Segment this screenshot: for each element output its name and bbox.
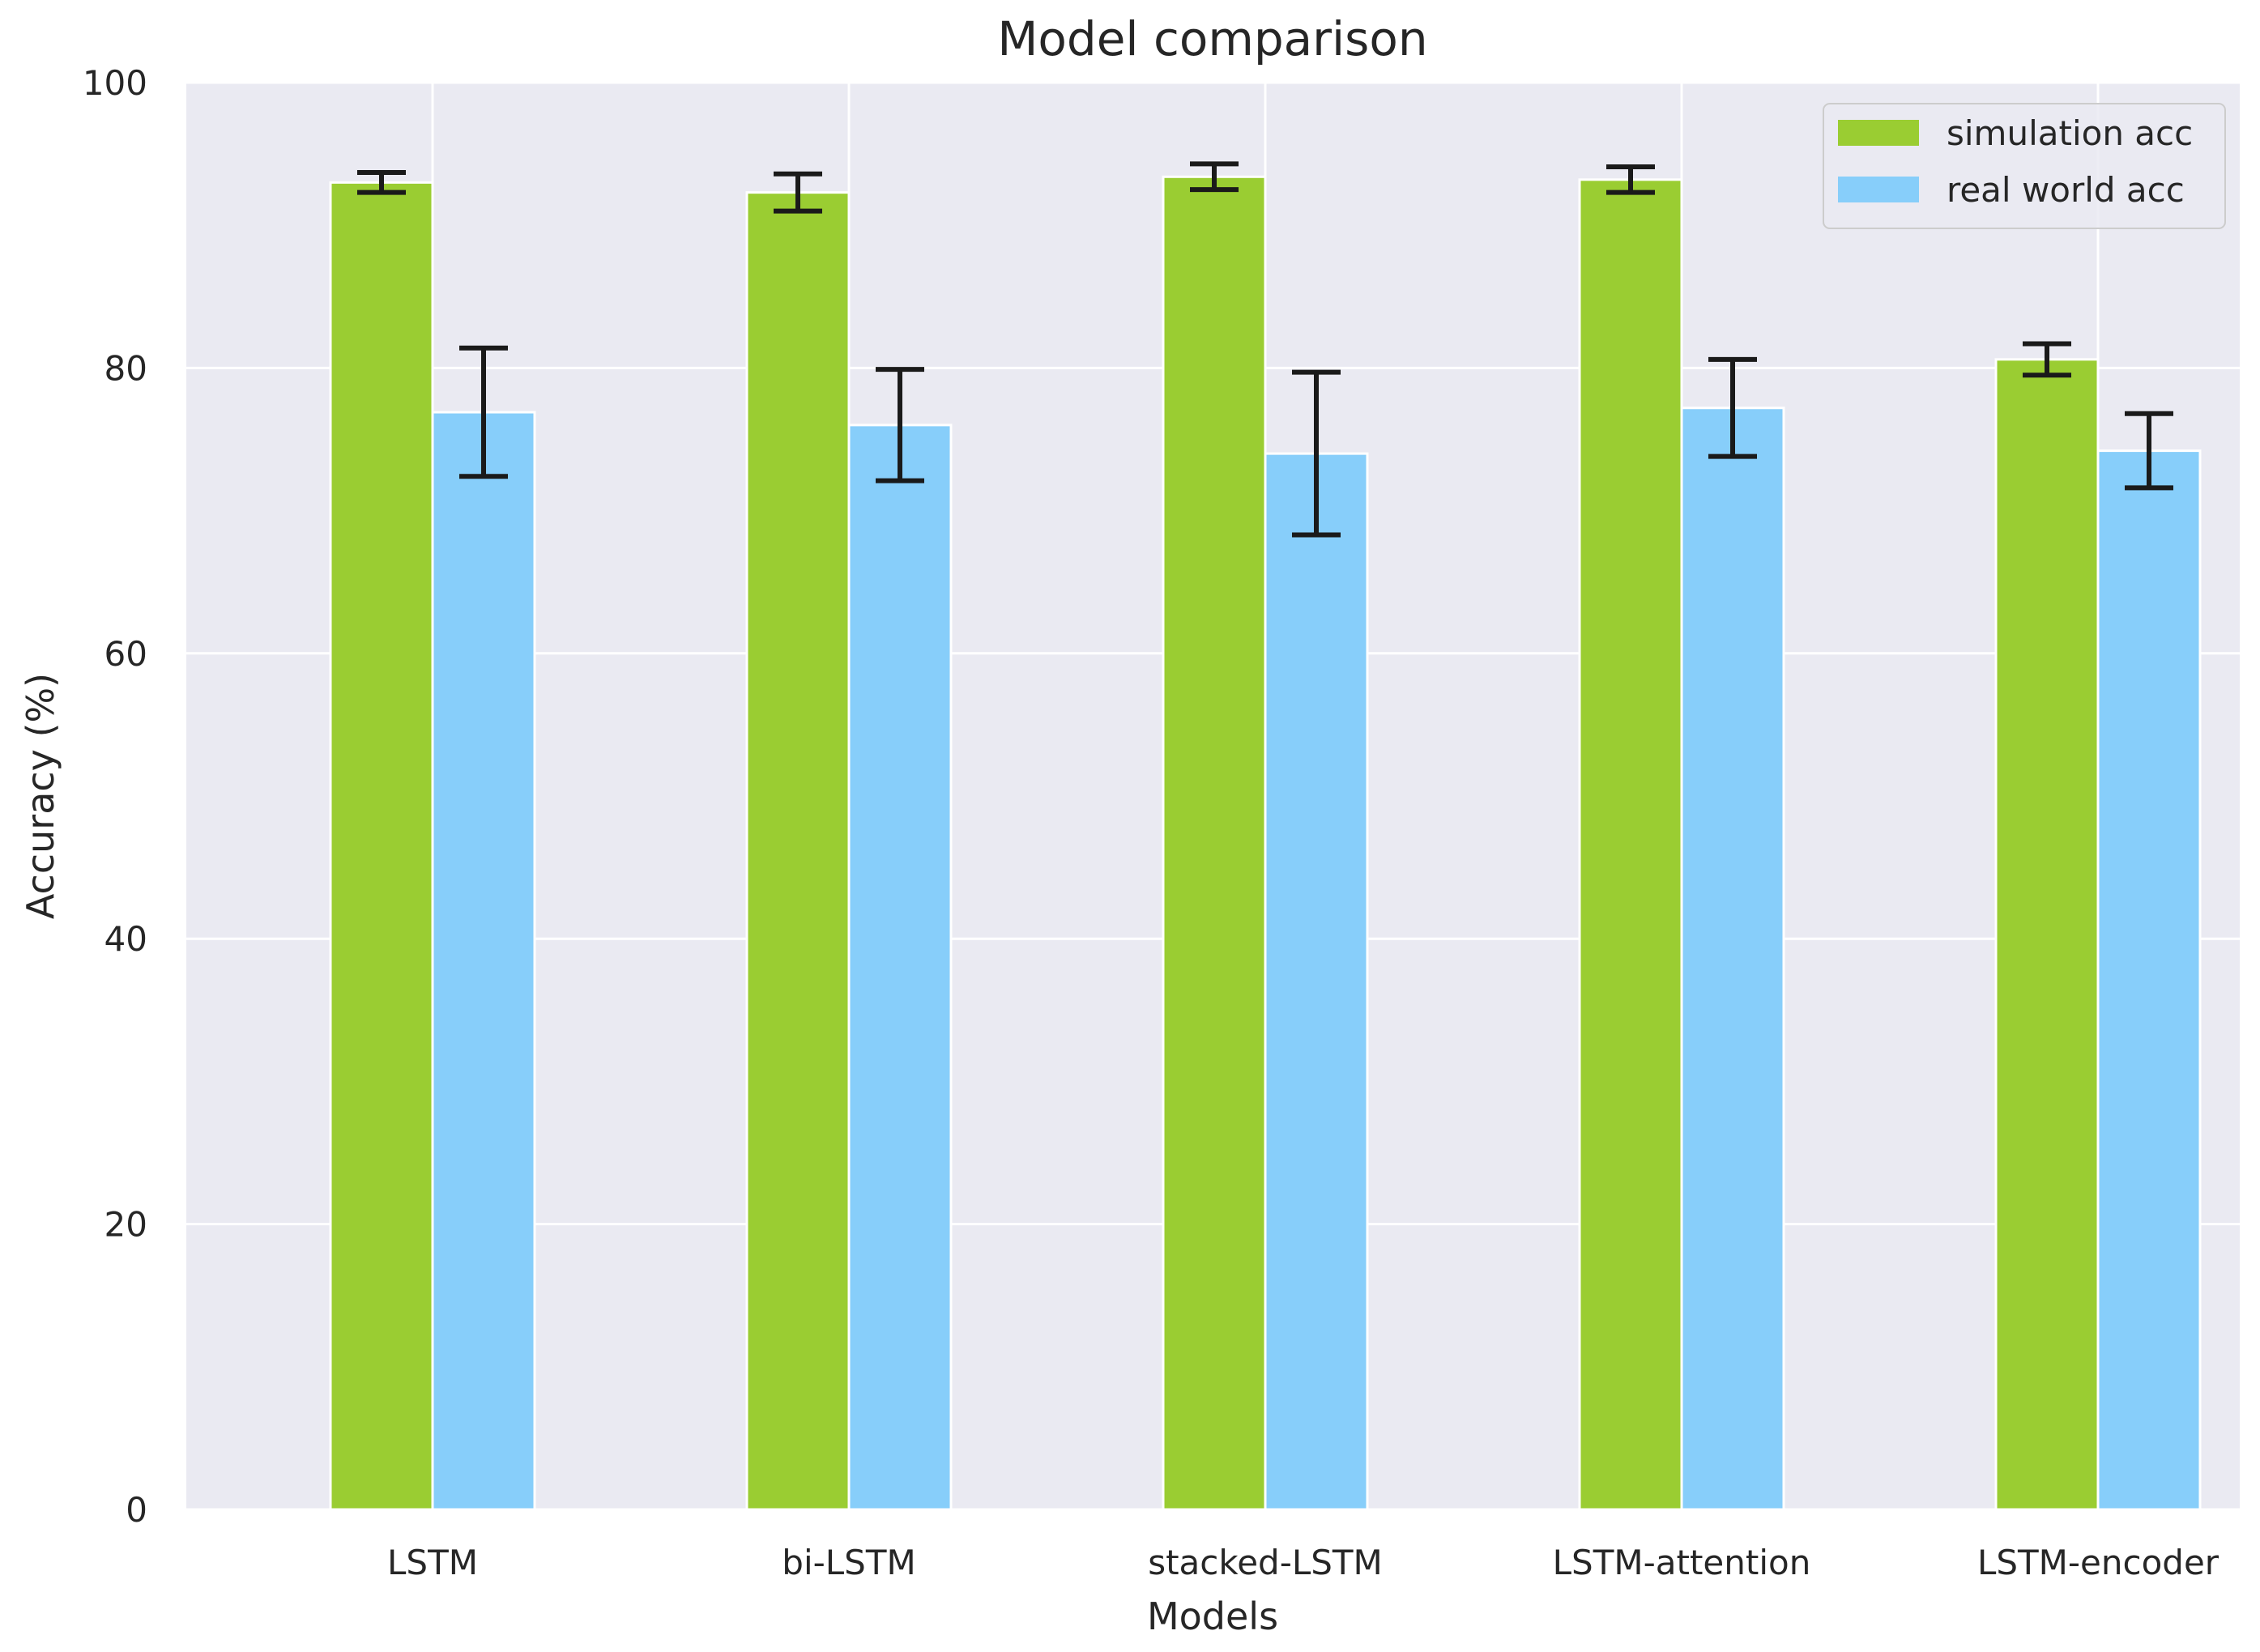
- y-tick-label: 80: [104, 348, 147, 388]
- y-tick-label: 60: [104, 634, 147, 674]
- bar-simulation-acc: [745, 191, 851, 1511]
- bar-real-world-acc: [1680, 407, 1785, 1511]
- x-tick-label: LSTM-encoder: [1977, 1543, 2219, 1582]
- legend-label: real world acc: [1947, 170, 2185, 210]
- bar-real-world-acc: [847, 424, 953, 1511]
- x-axis-label: Models: [1147, 1595, 1278, 1638]
- x-tick-label: stacked-LSTM: [1148, 1543, 1383, 1582]
- legend-box: [1823, 103, 2226, 229]
- bar-simulation-acc: [1994, 358, 2100, 1511]
- x-tick-label: bi-LSTM: [782, 1543, 915, 1582]
- error-bars: [357, 161, 2173, 538]
- chart-title: Model comparison: [997, 11, 1427, 66]
- bar-simulation-acc: [1162, 175, 1267, 1511]
- bar-simulation-acc: [329, 181, 434, 1511]
- legend: simulation acc real world acc: [1823, 103, 2226, 229]
- bars: [329, 175, 2202, 1511]
- bar-real-world-acc: [1264, 452, 1369, 1511]
- y-tick-label: 100: [83, 63, 147, 103]
- bar-real-world-acc: [431, 411, 536, 1511]
- y-tick-label: 20: [104, 1205, 147, 1245]
- legend-swatch: [1838, 177, 1919, 202]
- x-tick-label: LSTM-attention: [1553, 1543, 1811, 1582]
- y-axis-label: Accuracy (%): [19, 673, 62, 919]
- bar-simulation-acc: [1578, 178, 1683, 1511]
- x-tick-label: LSTM: [387, 1543, 478, 1582]
- y-tick-label: 40: [104, 919, 147, 959]
- y-tick-label: 0: [126, 1490, 147, 1530]
- y-tick-labels: 0 20 40 60 80 100: [83, 63, 147, 1530]
- bar-real-world-acc: [2096, 449, 2202, 1511]
- x-tick-labels: LSTM bi-LSTM stacked-LSTM LSTM-attention LST…: [387, 1543, 2219, 1582]
- legend-label: simulation acc: [1947, 113, 2193, 153]
- legend-swatch: [1838, 120, 1919, 146]
